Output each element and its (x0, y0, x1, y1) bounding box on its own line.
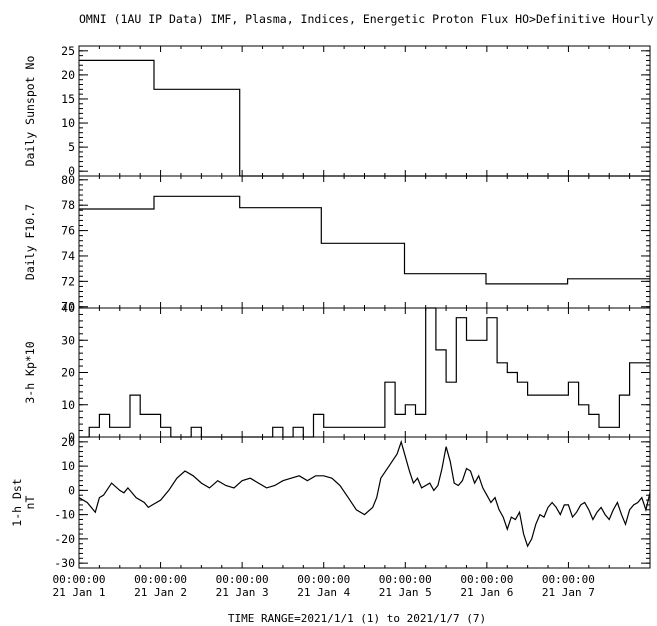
y-tick-label: 72 (61, 274, 75, 288)
y-tick-label: 20 (61, 68, 75, 82)
x-tick-label-date: 21 Jan 6 (460, 586, 513, 599)
y-tick-label: 10 (61, 116, 75, 130)
y-tick-label: 20 (61, 366, 75, 380)
y-tick-label: 40 (61, 301, 75, 315)
y-tick-label: 70 (61, 300, 75, 314)
y-tick-label: -10 (54, 508, 75, 522)
y-tick-label: 10 (61, 398, 75, 412)
x-tick-label-date: 21 Jan 7 (542, 586, 595, 599)
panel-frame (78, 45, 651, 177)
y-tick-label: 78 (61, 198, 75, 212)
y-axis-label: Daily Sunspot No (23, 56, 37, 167)
y-tick-label: 25 (61, 44, 75, 58)
panel-3: 0 10 20 30 40 3-h Kp*10 (23, 301, 651, 444)
x-tick-label-time: 00:00:00 (134, 573, 187, 586)
series-line-1 (79, 307, 650, 438)
y-axis-label: Daily F10.7 (23, 204, 37, 280)
y-tick-label: 76 (61, 224, 75, 238)
y-tick-label: -30 (54, 556, 75, 570)
x-tick-label-date: 21 Jan 4 (297, 586, 350, 599)
y-tick-label: 20 (61, 435, 75, 449)
x-tick-label-time: 00:00:00 (53, 573, 106, 586)
y-tick-label: -20 (54, 532, 75, 546)
x-tick-label-time: 00:00:00 (379, 573, 432, 586)
y-tick-label: 5 (68, 140, 75, 154)
y-tick-label: 0 (68, 164, 75, 178)
y-tick-label: 30 (61, 333, 75, 347)
series-line-1 (79, 59, 650, 177)
y-axis-label: 1-h Dst (10, 478, 24, 526)
x-tick-label-date: 21 Jan 1 (53, 586, 106, 599)
chart-title: OMNI (1AU IP Data) IMF, Plasma, Indices,… (79, 12, 654, 26)
y-tick-label: 0 (68, 483, 75, 497)
y-tick-label: 74 (61, 249, 75, 263)
x-tick-label-date: 21 Jan 5 (379, 586, 432, 599)
x-tick-label-time: 00:00:00 (460, 573, 513, 586)
series-line-1 (79, 195, 650, 285)
y-tick-label: 15 (61, 92, 75, 106)
x-tick-label-time: 00:00:00 (297, 573, 350, 586)
panel-2: 70 72 74 76 78 80 Daily F10.7 (23, 173, 651, 314)
x-tick-label-date: 21 Jan 2 (134, 586, 187, 599)
y-axis-label: nT (23, 496, 37, 510)
x-tick-label-time: 00:00:00 (216, 573, 269, 586)
y-tick-label: 10 (61, 459, 75, 473)
x-tick-label-date: 21 Jan 3 (216, 586, 269, 599)
panel-frame (78, 436, 651, 569)
x-tick-label-time: 00:00:00 (542, 573, 595, 586)
panel-frame (78, 307, 651, 438)
y-tick-label: 80 (61, 173, 75, 187)
panel-4: -30 -20 -10 0 10 20 1-h Dst nT (10, 435, 651, 570)
panel-1: 0 5 10 15 20 25 Daily Sunspot No (23, 44, 651, 178)
time-range-label: TIME RANGE=2021/1/1 (1) to 2021/1/7 (7) (228, 612, 486, 625)
series-line-1 (78, 439, 651, 548)
y-axis-label: 3-h Kp*10 (23, 341, 37, 403)
y-tick-label: 0 (68, 430, 75, 444)
